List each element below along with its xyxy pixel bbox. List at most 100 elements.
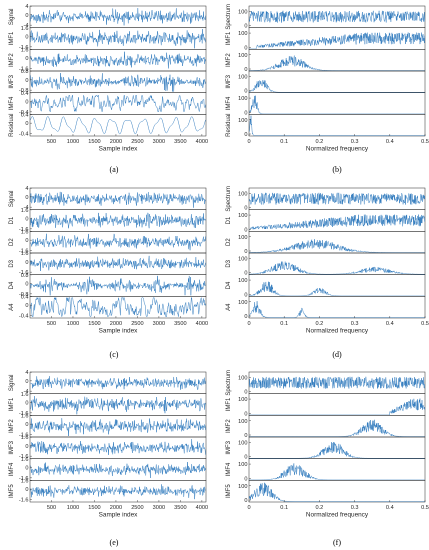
y-tick-label: 100 bbox=[238, 118, 247, 124]
x-tick-label: 2500 bbox=[131, 321, 143, 327]
row-label: D2 bbox=[226, 238, 232, 246]
y-tick-label: 100 bbox=[238, 419, 247, 425]
y-tick-label: 100 bbox=[238, 74, 247, 80]
subplot-frame bbox=[248, 393, 426, 416]
y-tick-label: -1.6 bbox=[19, 454, 29, 460]
row-label: Spectrum bbox=[226, 4, 232, 30]
row-label: D3 bbox=[226, 259, 232, 267]
trace-imf1 bbox=[249, 32, 425, 50]
x-tick-label: 3500 bbox=[174, 505, 186, 511]
y-tick-label: 100 bbox=[238, 278, 247, 284]
y-tick-label: 0 bbox=[244, 314, 247, 320]
x-axis-label: Normalized frequency bbox=[306, 512, 369, 519]
x-tick-label: 3000 bbox=[153, 139, 165, 145]
y-tick-label: 0 bbox=[244, 292, 247, 298]
panel-c: 4 0 -4 Signal 1.6 0 -1.6 D1 1.6 0 -1.6 D2 1.6 0 -1.6 D3… bbox=[9, 186, 208, 359]
subplot-imf5: 1.6 0 -1.6 IMF5 bbox=[9, 479, 207, 504]
x-tick-label: 3000 bbox=[153, 321, 165, 327]
x-tick-label: 0.3 bbox=[351, 505, 359, 511]
trace-d3 bbox=[30, 255, 206, 272]
row-label: IMF4 bbox=[9, 462, 15, 476]
y-tick-label: 0 bbox=[25, 422, 28, 428]
row-label: IMF2 bbox=[9, 419, 15, 433]
row-label: IMF3 bbox=[9, 440, 15, 454]
trace-imf3 bbox=[30, 438, 206, 456]
subplot-imf2: 1.6 0 -1.6 IMF2 bbox=[9, 414, 207, 439]
y-tick-label: 1.6 bbox=[21, 230, 29, 236]
y-tick-label: 0 bbox=[25, 56, 28, 62]
row-label: IMF3 bbox=[226, 74, 232, 88]
x-tick-label: 2000 bbox=[110, 321, 122, 327]
trace-d1 bbox=[249, 214, 425, 230]
y-tick-label: 0 bbox=[244, 89, 247, 95]
x-tick-label: 0.3 bbox=[351, 321, 359, 327]
y-tick-label: 100 bbox=[238, 440, 247, 446]
row-label: Residual bbox=[226, 113, 232, 136]
trace-residual bbox=[30, 116, 206, 135]
subplot-frame bbox=[248, 49, 426, 72]
subplot-imf1: 1.6 0 -1.6 IMF1 bbox=[9, 392, 207, 417]
y-tick-label: 100 bbox=[238, 256, 247, 262]
x-tick-label: 1500 bbox=[88, 321, 100, 327]
y-tick-label: 100 bbox=[238, 31, 247, 37]
trace-imf4 bbox=[249, 95, 425, 115]
y-tick-label: 0 bbox=[25, 78, 28, 84]
trace-imf2 bbox=[30, 51, 206, 69]
y-tick-label: 0 bbox=[244, 476, 247, 482]
y-tick-label: 100 bbox=[238, 397, 247, 403]
x-tick-label: 0 bbox=[247, 505, 250, 511]
row-label: IMF4 bbox=[226, 96, 232, 110]
y-tick-label: 1.6 bbox=[21, 457, 29, 463]
trace-imf3 bbox=[30, 72, 206, 92]
x-tick-label: 500 bbox=[47, 321, 56, 327]
trace-d1 bbox=[30, 212, 206, 229]
y-tick-label: 4 bbox=[25, 370, 28, 376]
y-tick-label: 100 bbox=[238, 96, 247, 102]
subplot-frame bbox=[248, 92, 426, 115]
row-label: IMF5 bbox=[226, 484, 232, 498]
subplot-residual: 0.4 0 -0.4 Residual bbox=[9, 113, 207, 138]
panel-d: 1000Spectrum1000D11000D21000D31000D41000… bbox=[226, 186, 429, 359]
x-tick-label: 2000 bbox=[110, 139, 122, 145]
row-label: Spectrum bbox=[226, 370, 232, 396]
y-tick-label: 0 bbox=[25, 238, 28, 244]
y-tick-label: -4 bbox=[24, 389, 29, 395]
trace-imf5 bbox=[30, 484, 206, 500]
y-tick-label: 4 bbox=[25, 186, 28, 192]
x-tick-label: 2500 bbox=[131, 505, 143, 511]
x-tick-label: 500 bbox=[47, 139, 56, 145]
x-tick-label: 0.3 bbox=[351, 139, 359, 145]
x-tick-label: 0.5 bbox=[421, 139, 429, 145]
trace-a4 bbox=[249, 300, 425, 318]
subplot-frame bbox=[29, 114, 207, 137]
row-label: D4 bbox=[9, 281, 15, 289]
panel-letter: (f) bbox=[333, 538, 341, 547]
y-tick-label: 0 bbox=[25, 444, 28, 450]
trace-signal bbox=[30, 191, 206, 208]
x-tick-label: 0.5 bbox=[421, 321, 429, 327]
x-tick-label: 0.4 bbox=[386, 505, 394, 511]
y-tick-label: -0.4 bbox=[19, 132, 29, 138]
x-tick-label: 4000 bbox=[196, 321, 208, 327]
x-axis-label: Sample index bbox=[99, 328, 139, 335]
x-tick-label: 1500 bbox=[88, 139, 100, 145]
x-tick-label: 3500 bbox=[174, 139, 186, 145]
row-label: D2 bbox=[9, 238, 15, 246]
x-tick-label: 0.1 bbox=[280, 139, 288, 145]
subplot-frame bbox=[248, 209, 426, 232]
subplot-spectrum: 100 0 Spectrum bbox=[226, 370, 426, 396]
subplot-imf3: 1.6 0 -1.6 IMF3 bbox=[9, 435, 207, 460]
y-tick-label: 4 bbox=[25, 4, 28, 10]
y-tick-label: 0 bbox=[25, 217, 28, 223]
y-tick-label: 1.6 bbox=[21, 435, 29, 441]
y-tick-label: -1.6 bbox=[19, 476, 29, 482]
y-tick-label: 1.6 bbox=[21, 392, 29, 398]
x-tick-label: 1000 bbox=[67, 321, 79, 327]
trace-imf2 bbox=[249, 55, 425, 71]
y-tick-label: 1.6 bbox=[21, 208, 29, 214]
subplot-imf3: 100 0 IMF3 bbox=[226, 70, 426, 95]
x-tick-label: 1500 bbox=[88, 505, 100, 511]
y-tick-label: 100 bbox=[238, 484, 247, 490]
